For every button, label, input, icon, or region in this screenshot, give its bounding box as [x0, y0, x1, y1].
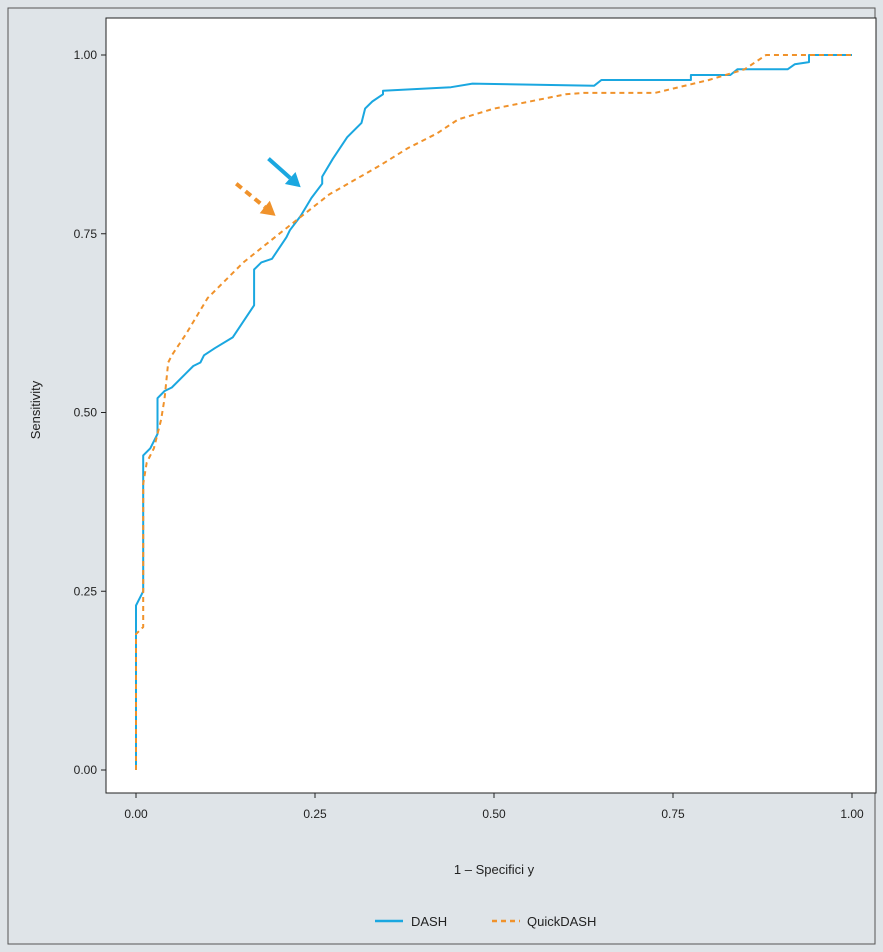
- annotation-arrow: [267, 157, 301, 188]
- x-tick-label: 1.00: [840, 807, 864, 821]
- x-tick-label: 0.50: [482, 807, 506, 821]
- y-axis: 0.00 0.25 0.50 0.75 1.00: [74, 48, 106, 777]
- series-layer: [135, 54, 852, 770]
- series-line-quickdash: [135, 54, 852, 770]
- plot-area: [105, 17, 877, 794]
- y-tick-label: 0.50: [74, 406, 98, 420]
- legend-label-dash: DASH: [411, 914, 447, 929]
- annotation-layer: [234, 157, 301, 216]
- y-axis-title: Sensitivity: [28, 380, 43, 439]
- series-line-dash: [135, 54, 852, 770]
- legend-label-quickdash: QuickDASH: [527, 914, 596, 929]
- y-tick-label: 0.00: [74, 763, 98, 777]
- y-tick-label: 0.25: [74, 584, 98, 598]
- legend: DASH QuickDASH: [375, 914, 596, 929]
- y-tick-label: 1.00: [74, 48, 98, 62]
- x-axis: 0.00 0.25 0.50 0.75 1.00: [124, 793, 864, 821]
- x-tick-label: 0.00: [124, 807, 148, 821]
- x-tick-label: 0.75: [661, 807, 685, 821]
- x-axis-title: 1 – Specifici y: [454, 862, 535, 877]
- x-tick-label: 0.25: [303, 807, 327, 821]
- annotation-arrow: [234, 182, 276, 216]
- y-tick-label: 0.75: [74, 227, 98, 241]
